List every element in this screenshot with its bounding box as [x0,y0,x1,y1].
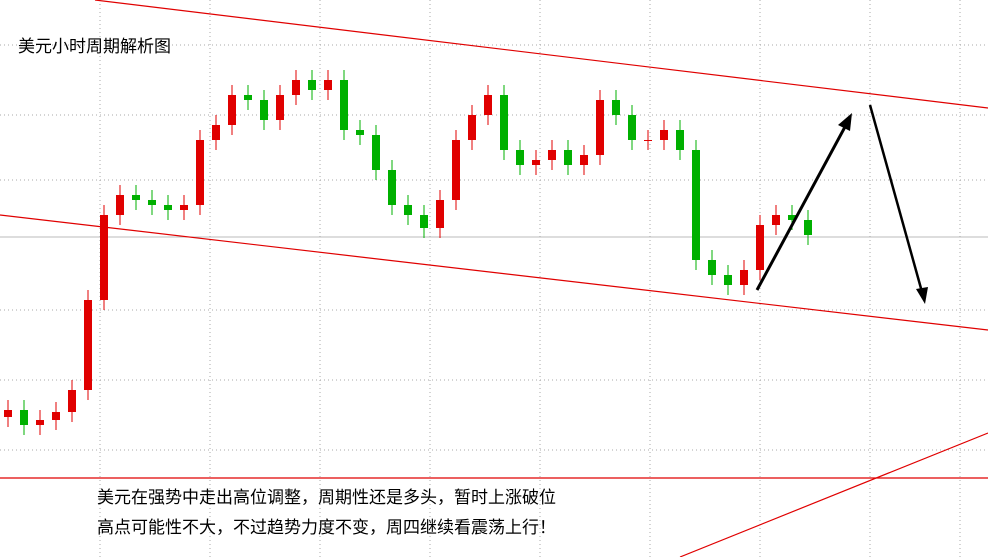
candle-body [564,150,572,165]
candle-body [676,130,684,150]
candle-body [148,200,156,205]
candle-body [196,140,204,205]
candle-body [68,390,76,412]
candle-body [260,100,268,120]
candle-body [500,95,508,150]
candle-body [388,170,396,205]
candle-body [20,410,28,425]
candle-body [596,100,604,155]
candle-body [708,260,716,275]
arrows [755,104,928,304]
candle-body [692,150,700,260]
candles [4,70,812,435]
candle-body [420,215,428,228]
candle-body [228,95,236,125]
candle-body [100,215,108,300]
candle-body [484,95,492,115]
candle-body [628,115,636,140]
candle-body [740,270,748,285]
candle-body [132,195,140,200]
chart-title: 美元小时周期解析图 [18,37,171,57]
candle-body [724,275,732,285]
candle-body [580,155,588,165]
annotation: 高点可能性不大，不过趋势力度不变，周四继续看震荡上行！ [97,518,556,538]
candle-body [772,215,780,225]
candle-body [644,140,652,141]
candle-body [340,80,348,130]
candle-body [324,80,332,90]
candle-body [244,95,252,100]
candle-body [36,420,44,425]
candle-body [532,160,540,165]
candle-body [4,410,12,417]
candle-body [180,205,188,210]
candle-body [356,130,364,135]
candle-body [164,205,172,210]
candle-body [84,300,92,390]
candle-body [516,150,524,165]
candle-body [548,150,556,160]
candle-body [308,80,316,90]
candle-body [372,135,380,170]
candle-body [212,125,220,140]
candle-body [436,200,444,228]
candle-body [468,115,476,140]
candle-body [276,95,284,120]
candle-body [292,80,300,95]
candle-body [404,205,412,215]
candle-body [756,225,764,270]
candle-body [660,130,668,140]
candle-body [116,195,124,215]
candle-body [612,100,620,115]
candle-body [804,220,812,235]
annotation: 美元在强势中走出高位调整，周期性还是多头，暂时上涨破位 [97,488,556,508]
candle-body [52,412,60,420]
candle-body [452,140,460,200]
candle-body [788,215,796,220]
